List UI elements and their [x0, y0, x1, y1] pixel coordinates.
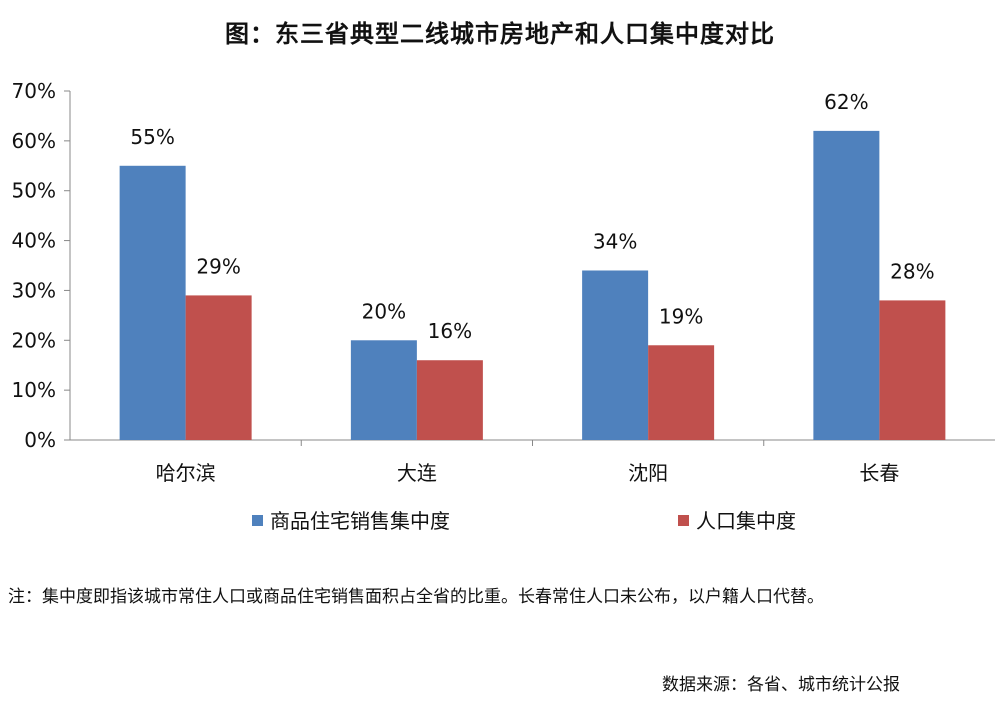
legend-swatch — [678, 515, 689, 526]
data-label: 16% — [428, 319, 472, 343]
bar — [416, 360, 483, 440]
y-tick-label: 60% — [12, 129, 56, 153]
x-tick-label: 哈尔滨 — [156, 461, 216, 485]
x-tick-label: 沈阳 — [628, 461, 668, 485]
y-tick-label: 30% — [12, 278, 56, 302]
y-tick-label: 10% — [12, 378, 56, 402]
data-label: 34% — [593, 229, 637, 253]
data-source: 数据来源：各省、城市统计公报 — [662, 675, 900, 695]
bar-chart: 0% 10% 20% 30% 40% 50% 60% 70% 55% 29% 哈尔滨 20% 16% 大连… — [12, 79, 995, 533]
y-tick-label: 0% — [24, 428, 56, 452]
bar — [813, 130, 880, 440]
bar — [879, 300, 946, 440]
x-tick-label: 长春 — [859, 461, 899, 485]
bar — [185, 295, 252, 440]
x-tick-label: 大连 — [397, 461, 437, 485]
data-label: 19% — [659, 304, 703, 328]
bar — [119, 165, 186, 441]
data-label: 62% — [824, 90, 868, 114]
data-label: 20% — [362, 299, 406, 323]
legend-label: 商品住宅销售集中度 — [270, 509, 450, 533]
data-label: 28% — [890, 259, 934, 283]
y-tick-label: 70% — [12, 79, 56, 103]
legend-label: 人口集中度 — [696, 509, 796, 533]
y-tick-label: 50% — [12, 179, 56, 203]
data-label: 55% — [130, 125, 174, 149]
footnote: 注：集中度即指该城市常住人口或商品住宅销售面积占全省的比重。长春常住人口未公布，… — [8, 587, 824, 607]
bar — [350, 340, 417, 440]
y-tick-label: 20% — [12, 328, 56, 352]
chart-title: 图：东三省典型二线城市房地产和人口集中度对比 — [225, 20, 775, 48]
data-label: 29% — [196, 254, 240, 278]
bar — [582, 270, 649, 440]
bar — [648, 345, 715, 440]
legend-swatch — [252, 515, 263, 526]
y-tick-label: 40% — [12, 229, 56, 253]
